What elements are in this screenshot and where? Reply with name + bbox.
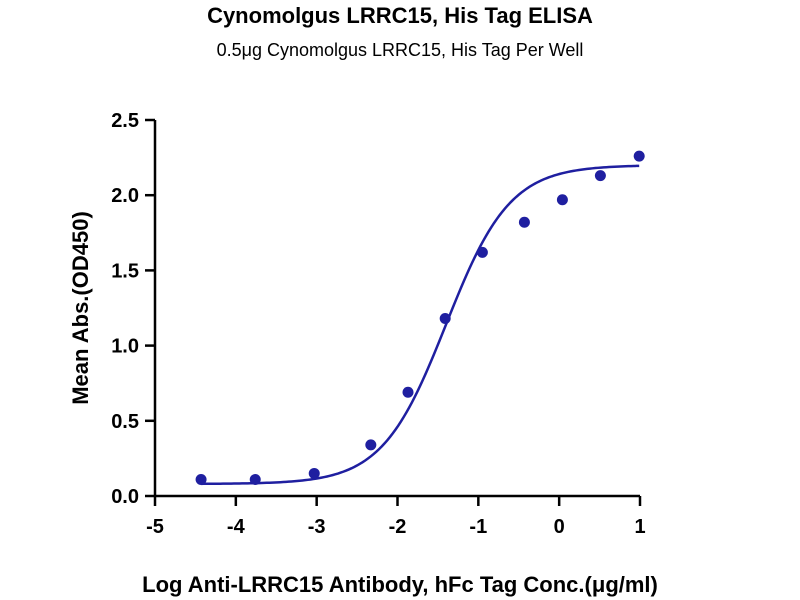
y-tick-label: 1.5 bbox=[111, 260, 139, 282]
y-tick-label: 0.0 bbox=[111, 486, 139, 508]
x-tick-label: -1 bbox=[469, 516, 487, 538]
data-point bbox=[476, 246, 488, 258]
chart-title: Cynomolgus LRRC15, His Tag ELISA bbox=[207, 3, 593, 28]
data-point bbox=[556, 194, 568, 206]
data-point bbox=[195, 473, 207, 485]
data-point bbox=[518, 216, 530, 228]
x-tick-label: -3 bbox=[308, 516, 326, 538]
chart-subtitle: 0.5μg Cynomolgus LRRC15, His Tag Per Wel… bbox=[217, 40, 584, 60]
y-tick-label: 0.5 bbox=[111, 411, 139, 433]
data-point bbox=[402, 386, 414, 398]
y-axis-label: Mean Abs.(OD450) bbox=[68, 211, 93, 405]
x-tick-label: -5 bbox=[146, 516, 164, 538]
x-tick-label: 0 bbox=[554, 516, 565, 538]
x-tick-label: 1 bbox=[634, 516, 645, 538]
data-point bbox=[365, 439, 377, 451]
data-point bbox=[594, 170, 606, 182]
data-point bbox=[633, 150, 645, 162]
y-tick-label: 2.0 bbox=[111, 185, 139, 207]
y-ticks: 0.0 0.5 1.0 1.5 2.0 2.5 bbox=[111, 110, 155, 508]
data-point bbox=[439, 313, 451, 325]
x-tick-label: -4 bbox=[227, 516, 246, 538]
data-point bbox=[308, 467, 320, 479]
axes bbox=[153, 120, 640, 498]
data-points bbox=[195, 150, 645, 485]
x-tick-label: -2 bbox=[389, 516, 407, 538]
fit-curve bbox=[201, 164, 640, 486]
y-tick-label: 1.0 bbox=[111, 336, 139, 358]
y-tick-label: 2.5 bbox=[111, 110, 139, 132]
x-axis-label: Log Anti-LRRC15 Antibody, hFc Tag Conc.(… bbox=[142, 572, 658, 597]
x-ticks: -5 -4 -3 -2 -1 0 1 bbox=[146, 496, 646, 538]
data-point bbox=[249, 473, 261, 485]
